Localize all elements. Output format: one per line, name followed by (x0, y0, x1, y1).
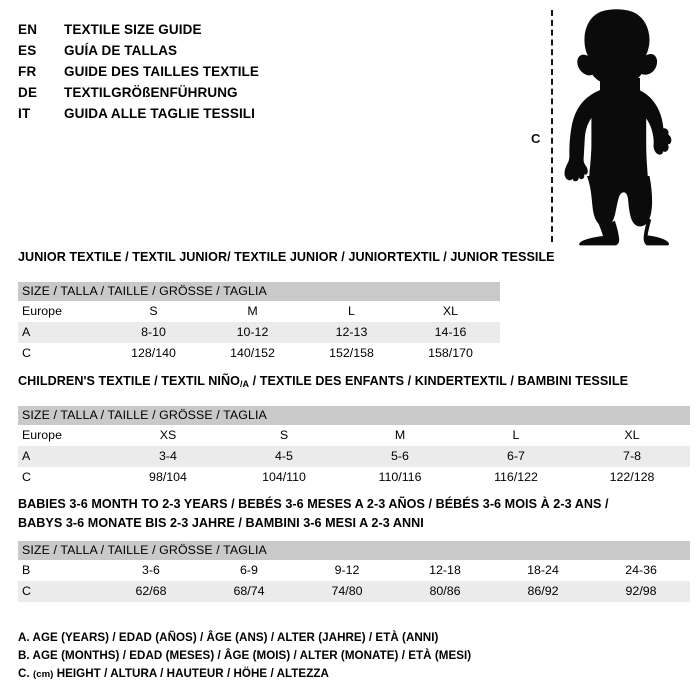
height-measure-label: C (531, 131, 541, 146)
language-title-fr: GUIDE DES TAILLES TEXTILE (64, 64, 260, 79)
children-row-a-cell-1: 3-4 (110, 446, 226, 467)
language-code-en: EN (18, 22, 38, 37)
babies-row-c-cell-2: 68/74 (200, 581, 298, 602)
junior-row-a-label: A (18, 322, 104, 343)
junior-row-c-cell-1: 128/140 (104, 343, 203, 364)
legend-block: A. AGE (YEARS) / EDAD (AÑOS) / ÂGE (ANS)… (18, 629, 471, 683)
language-code-de: DE (18, 85, 38, 100)
junior-row-europe-cell-4: XL (401, 301, 501, 322)
babies-row-c: C 62/68 68/74 74/80 80/86 86/92 92/98 (18, 581, 691, 602)
children-row-c: C 98/104 104/110 110/116 116/122 122/128 (18, 467, 691, 488)
children-row-europe: Europe XS S M L XL (18, 425, 691, 446)
children-section-title: CHILDREN'S TEXTILE / TEXTIL NIÑO/A / TEX… (18, 374, 628, 389)
legend-row-c-suffix: HEIGHT / ALTURA / HAUTEUR / HÖHE / ALTEZ… (53, 667, 329, 680)
children-title-part1: CHILDREN'S TEXTILE / TEXTIL NIÑO (18, 374, 240, 388)
junior-row-a-cell-3: 12-13 (302, 322, 401, 343)
babies-row-b-cell-5: 18-24 (494, 560, 592, 581)
children-row-c-cell-1: 98/104 (110, 467, 226, 488)
junior-section-title: JUNIOR TEXTILE / TEXTIL JUNIOR/ TEXTILE … (18, 250, 555, 264)
children-row-europe-cell-1: XS (110, 425, 226, 446)
legend-row-c-prefix: C. (18, 667, 33, 680)
language-code-fr: FR (18, 64, 37, 79)
junior-row-europe-cell-1: S (104, 301, 203, 322)
babies-row-b-cell-2: 6-9 (200, 560, 298, 581)
babies-row-c-cell-1: 62/68 (102, 581, 200, 602)
children-row-europe-cell-5: XL (574, 425, 691, 446)
toddler-silhouette (556, 8, 680, 246)
legend-row-c-unit: (cm) (32, 669, 54, 680)
junior-row-europe-cell-2: M (203, 301, 302, 322)
children-row-a-label: A (18, 446, 110, 467)
junior-row-a-cell-1: 8-10 (104, 322, 203, 343)
children-title-part2: / TEXTILE DES ENFANTS / KINDERTEXTIL / B… (249, 374, 629, 388)
babies-section-title-line1: BABIES 3-6 MONTH TO 2-3 YEARS / BEBÉS 3-… (18, 497, 609, 511)
babies-row-c-cell-4: 80/86 (396, 581, 494, 602)
babies-size-table: SIZE / TALLA / TAILLE / GRÖSSE / TAGLIA … (18, 541, 691, 602)
babies-row-b-cell-4: 12-18 (396, 560, 494, 581)
babies-size-header-label: SIZE / TALLA / TAILLE / GRÖSSE / TAGLIA (18, 541, 691, 560)
children-row-c-cell-5: 122/128 (574, 467, 691, 488)
language-title-en: TEXTILE SIZE GUIDE (64, 22, 202, 37)
babies-row-b-cell-3: 9-12 (298, 560, 396, 581)
babies-row-c-label: C (18, 581, 102, 602)
children-row-a-cell-2: 4-5 (226, 446, 342, 467)
children-row-c-label: C (18, 467, 110, 488)
language-title-es: GUÍA DE TALLAS (64, 43, 178, 58)
children-size-table: SIZE / TALLA / TAILLE / GRÖSSE / TAGLIA … (18, 406, 691, 488)
children-row-c-cell-3: 110/116 (342, 467, 458, 488)
babies-row-c-cell-6: 92/98 (592, 581, 691, 602)
language-code-es: ES (18, 43, 37, 58)
height-measure-dashed-line (551, 10, 553, 242)
children-row-a-cell-5: 7-8 (574, 446, 691, 467)
language-row-it: IT GUIDA ALLE TAGLIE TESSILI (18, 106, 259, 127)
babies-row-c-cell-5: 86/92 (494, 581, 592, 602)
legend-row-c: C. (cm) HEIGHT / ALTURA / HAUTEUR / HÖHE… (18, 665, 471, 683)
children-row-c-cell-4: 116/122 (458, 467, 574, 488)
legend-row-b: B. AGE (MONTHS) / EDAD (MESES) / ÂGE (MO… (18, 649, 472, 662)
children-size-header-row: SIZE / TALLA / TAILLE / GRÖSSE / TAGLIA (18, 406, 691, 425)
junior-row-a-cell-2: 10-12 (203, 322, 302, 343)
children-row-europe-cell-4: L (458, 425, 574, 446)
junior-size-header-row: SIZE / TALLA / TAILLE / GRÖSSE / TAGLIA (18, 282, 501, 301)
children-row-europe-cell-3: M (342, 425, 458, 446)
babies-row-c-cell-3: 74/80 (298, 581, 396, 602)
junior-row-c-cell-2: 140/152 (203, 343, 302, 364)
children-row-c-cell-2: 104/110 (226, 467, 342, 488)
language-title-it: GUIDA ALLE TAGLIE TESSILI (64, 106, 255, 121)
children-row-europe-cell-2: S (226, 425, 342, 446)
junior-row-c: C 128/140 140/152 152/158 158/170 (18, 343, 501, 364)
language-row-en: EN TEXTILE SIZE GUIDE (18, 22, 259, 43)
babies-size-header-row: SIZE / TALLA / TAILLE / GRÖSSE / TAGLIA (18, 541, 691, 560)
legend-row-a: A. AGE (YEARS) / EDAD (AÑOS) / ÂGE (ANS)… (18, 631, 439, 644)
children-row-a: A 3-4 4-5 5-6 6-7 7-8 (18, 446, 691, 467)
language-code-it: IT (18, 106, 31, 121)
children-title-subscript: /A (239, 379, 250, 389)
children-size-header-label: SIZE / TALLA / TAILLE / GRÖSSE / TAGLIA (18, 406, 691, 425)
language-row-fr: FR GUIDE DES TAILLES TEXTILE (18, 64, 259, 85)
junior-row-c-label: C (18, 343, 104, 364)
children-row-a-cell-3: 5-6 (342, 446, 458, 467)
junior-row-a-cell-4: 14-16 (401, 322, 501, 343)
junior-row-c-cell-4: 158/170 (401, 343, 501, 364)
babies-row-b-cell-1: 3-6 (102, 560, 200, 581)
language-header-block: EN TEXTILE SIZE GUIDE ES GUÍA DE TALLAS … (18, 22, 259, 127)
language-title-de: TEXTILGRÖßENFÜHRUNG (64, 85, 238, 100)
babies-row-b-label: B (18, 560, 102, 581)
junior-row-europe: Europe S M L XL (18, 301, 501, 322)
children-row-a-cell-4: 6-7 (458, 446, 574, 467)
babies-row-b: B 3-6 6-9 9-12 12-18 18-24 24-36 (18, 560, 691, 581)
babies-section-title-line2: BABYS 3-6 MONATE BIS 2-3 JAHRE / BAMBINI… (18, 516, 424, 530)
junior-row-europe-cell-3: L (302, 301, 401, 322)
junior-row-europe-label: Europe (18, 301, 104, 322)
children-row-europe-label: Europe (18, 425, 110, 446)
language-row-es: ES GUÍA DE TALLAS (18, 43, 259, 64)
junior-row-a: A 8-10 10-12 12-13 14-16 (18, 322, 501, 343)
babies-row-b-cell-6: 24-36 (592, 560, 691, 581)
junior-size-header-label: SIZE / TALLA / TAILLE / GRÖSSE / TAGLIA (18, 282, 501, 301)
junior-size-table: SIZE / TALLA / TAILLE / GRÖSSE / TAGLIA … (18, 282, 501, 364)
junior-row-c-cell-3: 152/158 (302, 343, 401, 364)
language-row-de: DE TEXTILGRÖßENFÜHRUNG (18, 85, 259, 106)
